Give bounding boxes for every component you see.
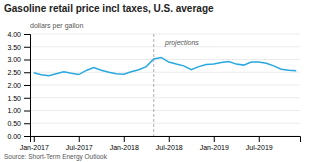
y-tick-mark xyxy=(24,47,30,48)
y-tick-label: 0.00 xyxy=(7,133,21,140)
x-tick-label: Jul-2019 xyxy=(246,144,273,151)
y-tick: 4.00 xyxy=(7,31,30,38)
marks xyxy=(34,34,297,136)
grid-line xyxy=(30,46,300,47)
title: Gasoline retail price incl taxes, U.S. a… xyxy=(4,3,214,14)
y-tick: 2.50 xyxy=(7,69,30,76)
y-tick-label: 1.50 xyxy=(7,94,21,101)
x-tick: Jul-2018 xyxy=(156,136,183,151)
y-tick-label: 1.00 xyxy=(7,107,21,114)
x-tick-mark xyxy=(34,136,35,142)
y-tick-mark xyxy=(24,85,30,86)
grid-line xyxy=(30,110,300,111)
grid-line xyxy=(30,34,300,35)
y-tick-label: 0.50 xyxy=(7,120,21,127)
y-tick-label: 3.00 xyxy=(7,56,21,63)
x-tick-mark xyxy=(169,136,170,142)
x-tick-mark xyxy=(259,136,260,142)
x-tick: Jul-2017 xyxy=(66,136,93,151)
x-tick: Jan-2017 xyxy=(20,136,49,151)
data-line xyxy=(34,57,297,75)
grid xyxy=(30,34,300,136)
x-tick-label: Jul-2017 xyxy=(66,144,93,151)
y-tick: 0.50 xyxy=(7,120,30,127)
x-tick: Jul-2019 xyxy=(246,136,273,151)
x-tick-label: Jul-2018 xyxy=(156,144,183,151)
x-tick: Jan-2019 xyxy=(200,136,229,151)
y-axis: 0.00 0.50 1.00 1.50 2.00 2.50 3.00 3.50 4.00 xyxy=(7,31,30,140)
x-tick-label: Jan-2017 xyxy=(20,144,49,151)
x-tick-mark xyxy=(124,136,125,142)
y-axis-line xyxy=(24,35,31,137)
y-axis-title: dollars per gallon xyxy=(30,22,83,30)
annotation: projections xyxy=(164,39,199,47)
y-tick-label: 3.50 xyxy=(7,43,21,50)
x-axis-line xyxy=(31,137,301,143)
y-tick: 1.50 xyxy=(7,94,30,101)
y-tick: 3.50 xyxy=(7,43,30,50)
y-tick-mark xyxy=(24,34,30,35)
y-tick: 0.00 xyxy=(7,133,30,140)
y-tick-label: 2.00 xyxy=(7,82,21,89)
y-tick-mark xyxy=(24,60,30,61)
plot: 0.00 0.50 1.00 1.50 2.00 2.50 3.00 3.50 4.00 Jan-… xyxy=(7,31,300,151)
x-tick-label: Jan-2019 xyxy=(200,144,229,151)
y-tick: 2.00 xyxy=(7,82,30,89)
y-tick: 1.00 xyxy=(7,107,30,114)
y-tick-mark xyxy=(24,111,30,112)
x-axis: Jan-2017 Jul-2017 Jan-2018 Jul-2018 Jan-2019… xyxy=(20,136,301,151)
x-tick-label: Jan-2018 xyxy=(110,144,139,151)
y-tick-mark xyxy=(24,72,30,73)
x-tick: Jan-2018 xyxy=(110,136,139,151)
y-tick-mark xyxy=(24,123,30,124)
grid-line xyxy=(30,85,300,86)
y-tick-label: 2.50 xyxy=(7,69,21,76)
y-tick-label: 4.00 xyxy=(7,31,21,38)
y-tick-mark xyxy=(24,136,30,137)
source: Source: Short-Term Energy Outlook xyxy=(4,153,108,161)
x-tick-mark xyxy=(214,136,215,142)
chart: Gasoline retail price incl taxes, U.S. a… xyxy=(0,0,312,162)
x-tick-mark xyxy=(79,136,80,142)
y-tick-mark xyxy=(24,98,30,99)
y-tick: 3.00 xyxy=(7,56,30,63)
projection-line xyxy=(153,34,154,136)
grid-line xyxy=(30,97,300,98)
grid-line xyxy=(30,123,300,124)
